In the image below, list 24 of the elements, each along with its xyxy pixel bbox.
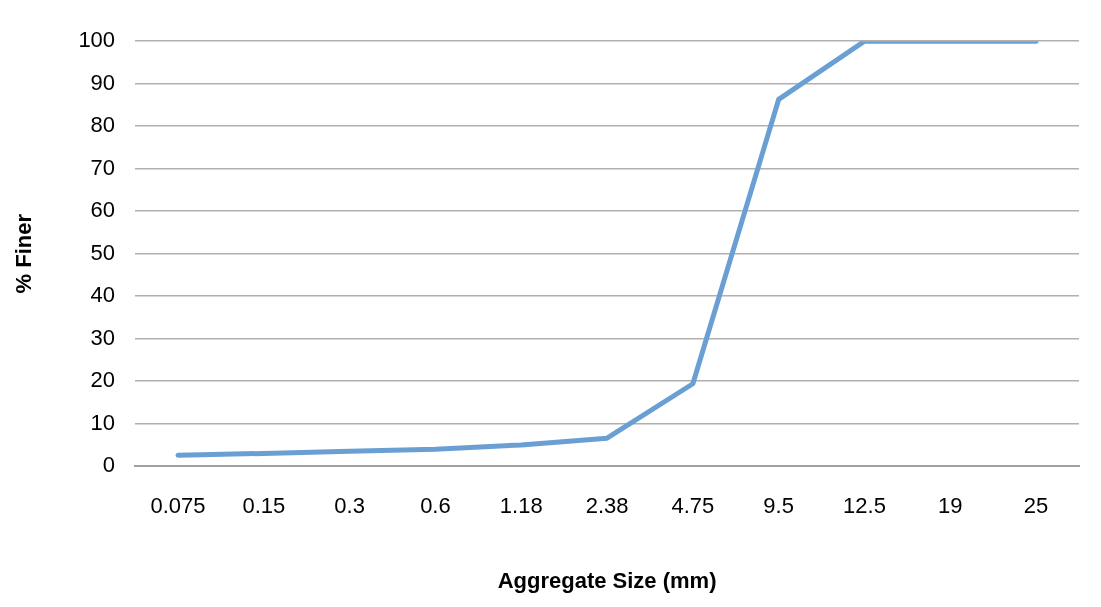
y-tick-label: 70	[90, 154, 116, 180]
y-tick-label: 20	[90, 367, 116, 393]
x-tick-label: 0.15	[242, 493, 286, 519]
x-tick-label: 2.38	[585, 493, 629, 519]
y-tick-label: 90	[90, 69, 116, 95]
y-tick-label: 30	[90, 324, 116, 350]
x-tick-label: 12.5	[843, 493, 886, 519]
y-tick-label: 0	[102, 452, 116, 478]
x-tick-label: 0.6	[420, 493, 451, 519]
y-tick-label: 40	[90, 282, 116, 308]
y-axis-title: % Finer	[11, 213, 37, 294]
y-tick-label: 80	[90, 112, 116, 138]
x-tick-label: 25	[1023, 493, 1049, 519]
y-tick-label: 100	[78, 27, 116, 53]
x-axis-title: Aggregate Size (mm)	[497, 567, 717, 593]
y-tick-label: 60	[90, 197, 116, 223]
x-tick-label: 1.18	[499, 493, 543, 519]
x-tick-label: 0.075	[150, 493, 206, 519]
x-tick-label: 19	[938, 493, 963, 519]
y-tick-label: 10	[90, 409, 116, 435]
x-tick-label: 9.5	[763, 493, 794, 519]
y-tick-label: 50	[90, 239, 116, 265]
x-tick-label: 0.3	[334, 493, 365, 519]
x-tick-label: 4.75	[671, 493, 715, 519]
